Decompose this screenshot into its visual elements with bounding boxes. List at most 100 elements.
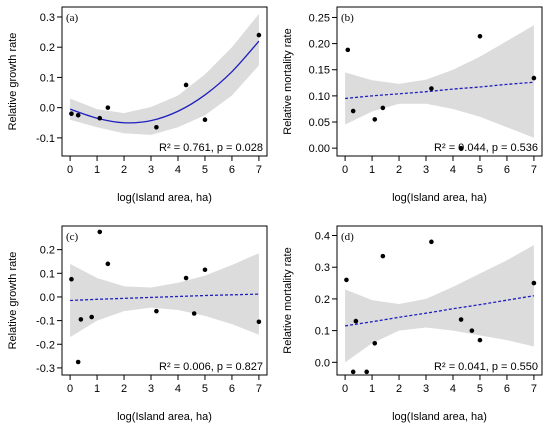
x-tick-label: 2 xyxy=(396,383,402,395)
x-tick-label: 5 xyxy=(202,383,208,395)
y-tick-label: 0.15 xyxy=(309,65,330,77)
confidence-band xyxy=(345,25,534,138)
y-tick-label: 0.1 xyxy=(40,268,55,280)
data-point xyxy=(350,108,356,114)
x-axis-label: log(Island area, ha) xyxy=(117,192,212,204)
y-tick-label: 0.0 xyxy=(40,103,55,115)
x-axis-label: log(Island area, ha) xyxy=(117,411,212,423)
y-tick-label: 0.25 xyxy=(309,12,330,24)
y-tick-label: 0.2 xyxy=(315,294,330,306)
plot-frame xyxy=(336,6,543,157)
y-axis-label: Relative mortality rate xyxy=(282,247,294,353)
y-tick-label: 0.3 xyxy=(40,12,55,24)
y-tick-label: 0.2 xyxy=(40,245,55,257)
fit-line xyxy=(345,81,534,100)
y-tick-label: 0.2 xyxy=(40,42,55,54)
data-point xyxy=(350,369,356,375)
data-point xyxy=(154,124,159,130)
x-tick-label: 1 xyxy=(369,164,375,176)
x-tick-label: 0 xyxy=(67,164,73,176)
x-tick-label: 0 xyxy=(342,383,348,395)
y-tick-label: -0.3 xyxy=(36,363,55,375)
x-tick-label: 1 xyxy=(94,164,100,176)
x-tick-label: 1 xyxy=(94,383,100,395)
data-point xyxy=(353,318,359,324)
y-axis-label: Relative growth rate xyxy=(7,252,19,350)
x-tick-label: 3 xyxy=(148,383,154,395)
x-tick-label: 5 xyxy=(477,383,483,395)
y-tick-label: 0.00 xyxy=(309,143,330,155)
data-point xyxy=(89,314,94,320)
y-axis-label: Relative growth rate xyxy=(7,33,19,131)
panel: 0 1 2 3 4 5 6 7 0.00 0.05 0.10 0.15 0.20 0.25 (b) R² = … xyxy=(282,6,543,204)
y-tick-label: 0.3 xyxy=(315,262,330,274)
data-point xyxy=(183,82,189,88)
x-tick-label: 3 xyxy=(423,383,429,395)
annotation: R² = 0.041, p = 0.550 xyxy=(434,361,538,373)
confidence-band xyxy=(70,253,259,338)
x-tick-label: 6 xyxy=(229,383,235,395)
y-tick-label: 0.0 xyxy=(315,357,330,369)
annotation: R² = 0.761, p = 0.028 xyxy=(159,142,263,154)
confidence-band xyxy=(70,13,259,135)
data-point xyxy=(202,117,208,123)
data-point xyxy=(69,276,74,282)
data-point xyxy=(364,369,369,375)
plot-frame xyxy=(336,225,543,376)
y-tick-label: -0.1 xyxy=(36,316,55,328)
x-tick-label: 7 xyxy=(256,383,262,395)
data-point xyxy=(429,86,434,91)
panel: 0 1 2 3 4 5 6 7 -0.1 0.0 0.1 0.2 0.3 (a) R² = 0.761, p… xyxy=(7,6,268,204)
y-tick-label: 0.1 xyxy=(40,72,55,84)
data-point xyxy=(469,328,475,333)
x-tick-label: 1 xyxy=(369,383,375,395)
x-axis-label: log(Island area, ha) xyxy=(392,192,487,204)
x-tick-label: 0 xyxy=(67,383,73,395)
y-tick-label: 0.20 xyxy=(309,39,330,51)
y-axis-label: Relative mortality rate xyxy=(282,28,294,134)
y-tick-label: -0.2 xyxy=(36,339,55,351)
data-point xyxy=(458,317,464,322)
panel-label: (b) xyxy=(341,12,354,24)
panel: 0 1 2 3 4 5 6 7 -0.3 -0.2 -0.1 0.0 0.1 0.2 (c) R² = 0.0… xyxy=(7,225,268,423)
x-tick-label: 7 xyxy=(531,164,537,176)
plot-frame xyxy=(61,225,268,376)
panel-label: (c) xyxy=(66,231,79,243)
data-point xyxy=(372,340,378,346)
y-tick-label: 0.1 xyxy=(315,326,330,338)
y-tick-label: 0.05 xyxy=(309,117,330,129)
data-point xyxy=(380,253,386,259)
data-point xyxy=(105,105,111,110)
data-point xyxy=(477,33,483,39)
data-point xyxy=(69,111,74,116)
data-point xyxy=(105,261,111,267)
panel-label: (a) xyxy=(66,12,79,24)
data-point xyxy=(202,267,208,273)
annotation: R² = 0.044, p = 0.536 xyxy=(434,142,538,154)
y-tick-label: 0.4 xyxy=(315,231,330,243)
panel-label: (d) xyxy=(341,231,354,243)
x-tick-label: 5 xyxy=(477,164,483,176)
x-tick-label: 0 xyxy=(342,164,348,176)
x-tick-label: 4 xyxy=(450,383,456,395)
y-tick-label: 0.10 xyxy=(309,91,330,103)
data-point xyxy=(372,117,378,122)
data-point xyxy=(75,112,81,118)
data-point xyxy=(78,317,84,322)
x-tick-label: 7 xyxy=(531,383,537,395)
confidence-band xyxy=(345,245,534,363)
x-tick-label: 2 xyxy=(121,383,127,395)
data-point xyxy=(75,359,81,365)
x-axis-label: log(Island area, ha) xyxy=(392,411,487,423)
x-tick-label: 2 xyxy=(121,164,127,176)
x-tick-label: 6 xyxy=(504,383,510,395)
data-point xyxy=(429,239,434,245)
x-tick-label: 5 xyxy=(202,164,208,176)
data-point xyxy=(344,277,349,283)
data-point xyxy=(183,275,189,281)
x-tick-label: 3 xyxy=(148,164,154,176)
data-point xyxy=(531,75,537,81)
data-point xyxy=(191,311,197,316)
x-tick-label: 4 xyxy=(450,164,456,176)
data-point xyxy=(154,308,159,314)
